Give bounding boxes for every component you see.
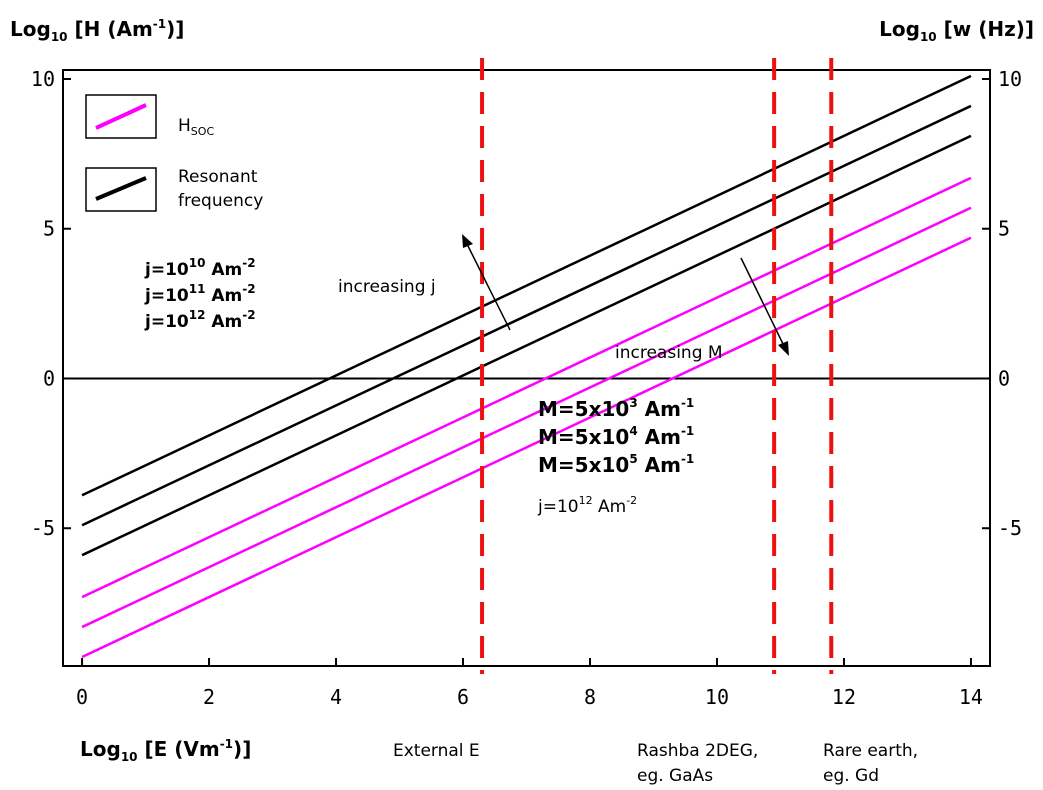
m-label-3: M=5x105 Am-1 xyxy=(538,452,694,477)
plot-frame xyxy=(62,69,991,667)
x-tick-label: 6 xyxy=(457,685,469,709)
j-fixed-label: j=1012 Am-2 xyxy=(537,494,637,517)
marker-caption-rashba-line1: Rashba 2DEG, xyxy=(637,741,758,761)
marker-caption-rashba-line2: eg. GaAs xyxy=(637,766,713,786)
series-line-resonant-1 xyxy=(81,74,972,497)
x-tick-label: 2 xyxy=(203,685,215,709)
x-axis-title: Log10 [E (Vm-1)] xyxy=(80,737,251,764)
marker-captions: External E Rashba 2DEG, eg. GaAs Rare ea… xyxy=(393,741,918,786)
legend-swatch-soc xyxy=(95,103,147,130)
series-group xyxy=(81,74,972,659)
marker-caption-rare-earth-line2: eg. Gd xyxy=(823,766,879,786)
increasing-j-arrowhead xyxy=(462,234,473,248)
y-tick-label-left: 0 xyxy=(43,366,55,390)
j-annotation-list: j=1010 Am-2 j=1011 Am-2 j=1012 Am-2 xyxy=(144,256,256,332)
series-line-resonant-3 xyxy=(81,134,972,557)
y-tick-label-left: 10 xyxy=(31,67,55,91)
j-label-3: j=1012 Am-2 xyxy=(144,308,256,332)
series-line-resonant-2 xyxy=(81,104,972,527)
m-annotation-list: M=5x103 Am-1 M=5x104 Am-1 M=5x105 Am-1 j… xyxy=(537,396,694,517)
x-tick-label: 0 xyxy=(76,685,88,709)
right-axis-title: Log10 [w (Hz)] xyxy=(879,17,1034,44)
y-tick-label-left: -5 xyxy=(31,516,55,540)
increasing-m-arrowhead xyxy=(778,341,789,356)
increasing-j-arrow xyxy=(465,241,511,331)
j-label-1: j=1010 Am-2 xyxy=(144,256,256,280)
m-label-2: M=5x104 Am-1 xyxy=(538,424,694,449)
j-label-2: j=1011 Am-2 xyxy=(144,282,256,306)
increasing-m-label: increasing M xyxy=(615,343,723,363)
increasing-m-arrow xyxy=(740,257,786,349)
legend-swatch-resonant xyxy=(95,176,147,201)
y-tick-label-left: 5 xyxy=(43,217,55,241)
legend-label-soc: HSOC xyxy=(178,116,214,138)
series-line-soc-5 xyxy=(81,206,972,629)
marker-caption-rare-earth-line1: Rare earth, xyxy=(823,741,918,761)
legend-label-resonant-line2: frequency xyxy=(178,191,263,211)
left-axis-title: Log10 [H (Am-1)] xyxy=(10,17,184,44)
marker-caption-external-e: External E xyxy=(393,741,480,761)
tick-group: 0 2 4 6 8 10 12 14 -5 -5 0 0 5 5 10 10 xyxy=(31,67,1022,709)
series-line-soc-6 xyxy=(81,236,972,659)
x-tick-label: 10 xyxy=(705,685,729,709)
marker-group xyxy=(480,58,834,674)
increasing-j-label: increasing j xyxy=(338,277,436,297)
y-tick-label-right: 10 xyxy=(998,67,1022,91)
y-tick-label-right: 5 xyxy=(998,217,1010,241)
x-tick-label: 12 xyxy=(832,685,856,709)
x-tick-label: 8 xyxy=(584,685,596,709)
x-tick-label: 14 xyxy=(959,685,983,709)
legend: HSOC Resonant frequency xyxy=(85,94,263,212)
m-label-1: M=5x103 Am-1 xyxy=(538,396,694,421)
legend-swatch-box-soc xyxy=(85,94,157,139)
y-tick-label-right: -5 xyxy=(998,516,1022,540)
y-tick-label-right: 0 xyxy=(998,366,1010,390)
x-tick-label: 4 xyxy=(330,685,342,709)
series-line-soc-4 xyxy=(81,176,972,599)
legend-label-resonant-line1: Resonant xyxy=(178,167,258,187)
